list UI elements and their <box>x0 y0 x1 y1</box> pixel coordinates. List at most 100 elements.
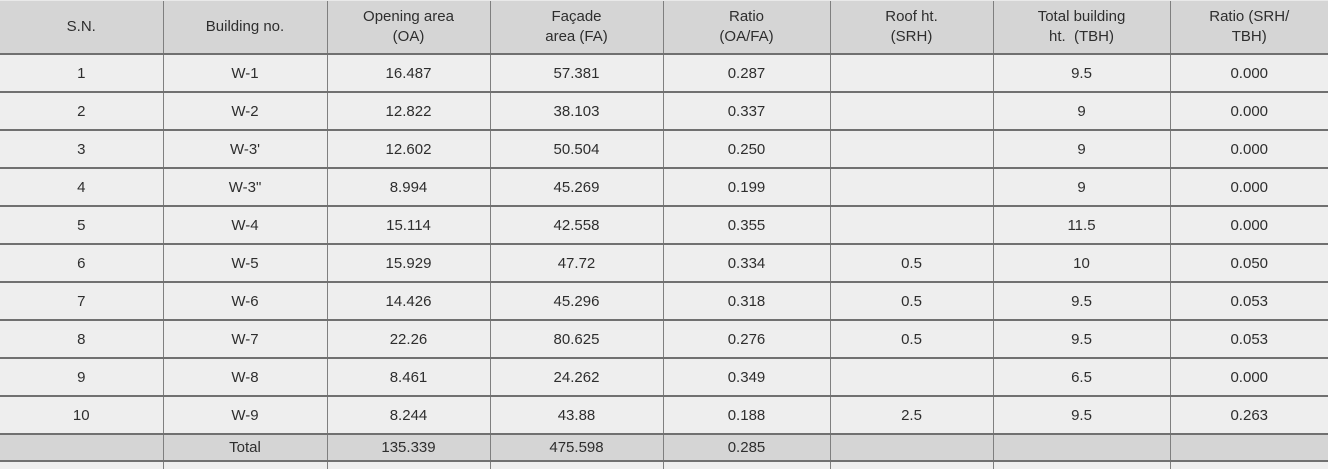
table-cell: 24.262 <box>489 358 663 397</box>
table-cell <box>829 92 993 131</box>
table-cell <box>0 461 163 469</box>
column-header-total-building-ht: Total building ht. (TBH) <box>992 1 1170 55</box>
table-cell: 0.053 <box>1169 320 1328 359</box>
table-cell: 475.598 <box>489 434 663 462</box>
table-cell: 9.5 <box>992 54 1170 93</box>
table-cell: 9 <box>992 92 1170 131</box>
table-cell <box>162 461 327 469</box>
table-row: 10 W-9 8.244 43.88 0.188 2.5 9.5 0.263 <box>0 396 1328 435</box>
table-cell <box>829 434 993 462</box>
table-cell: 50.504 <box>489 130 663 169</box>
table-cell: 16.487 <box>326 54 490 93</box>
table-cell <box>829 54 993 93</box>
table-cell: 135.339 <box>326 434 490 462</box>
table-cell: W-6 <box>162 282 327 321</box>
table-cell <box>489 461 663 469</box>
table-cell: W-8 <box>162 358 327 397</box>
table-cell: 15.114 <box>326 206 490 245</box>
table-row: 5 W-4 15.114 42.558 0.355 11.5 0.000 <box>0 206 1328 245</box>
table-cell: 0.5 <box>829 244 993 283</box>
header-row: S.N. Building no. Opening area (OA) Faça… <box>0 1 1328 55</box>
table-cell: W-5 <box>162 244 327 283</box>
table-cell: 0.334 <box>662 244 830 283</box>
column-header-building-no: Building no. <box>162 1 327 55</box>
table-row: 2 W-2 12.822 38.103 0.337 9 0.000 <box>0 92 1328 131</box>
table-cell: W-1 <box>162 54 327 93</box>
table-cell: 0.050 <box>1169 244 1328 283</box>
table-cell: 2 <box>0 92 163 131</box>
table-row: 7 W-6 14.426 45.296 0.318 0.5 9.5 0.053 <box>0 282 1328 321</box>
table-cell: 5 <box>0 206 163 245</box>
table-cell: 6.5 <box>992 358 1170 397</box>
table-cell: 14.426 <box>326 282 490 321</box>
table-cell: 9 <box>992 168 1170 207</box>
cut-off-row <box>0 461 1328 469</box>
table-cell: 57.381 <box>489 54 663 93</box>
table-cell: 12.822 <box>326 92 490 131</box>
table-cell: 0.188 <box>662 396 830 435</box>
table-cell: 0.263 <box>1169 396 1328 435</box>
column-header-roof-ht: Roof ht. (SRH) <box>829 1 993 55</box>
table-cell: 3 <box>0 130 163 169</box>
table-cell <box>992 461 1170 469</box>
table-body: 1 W-1 16.487 57.381 0.287 9.5 0.000 2 W-2 12.822 3… <box>0 54 1328 469</box>
table-cell: 45.296 <box>489 282 663 321</box>
table-cell: 7 <box>0 282 163 321</box>
table-cell: Total <box>162 434 327 462</box>
table-cell: 8.994 <box>326 168 490 207</box>
table-cell: 10 <box>992 244 1170 283</box>
table-cell: W-9 <box>162 396 327 435</box>
table-cell: 11.5 <box>992 206 1170 245</box>
table-cell: 0.285 <box>662 434 830 462</box>
table-cell: 0.349 <box>662 358 830 397</box>
table-cell: W-3" <box>162 168 327 207</box>
table-cell: 43.88 <box>489 396 663 435</box>
table-cell <box>829 358 993 397</box>
table-row: 8 W-7 22.26 80.625 0.276 0.5 9.5 0.053 <box>0 320 1328 359</box>
table-cell: 2.5 <box>829 396 993 435</box>
table-cell: 15.929 <box>326 244 490 283</box>
table-cell: 9.5 <box>992 396 1170 435</box>
table-cell: 9.5 <box>992 282 1170 321</box>
table-cell: 0.5 <box>829 282 993 321</box>
table-cell: 45.269 <box>489 168 663 207</box>
table-cell <box>1169 461 1328 469</box>
table-row: 3 W-3' 12.602 50.504 0.250 9 0.000 <box>0 130 1328 169</box>
table-cell: 0.250 <box>662 130 830 169</box>
table-row: 9 W-8 8.461 24.262 0.349 6.5 0.000 <box>0 358 1328 397</box>
table-cell: 0.000 <box>1169 358 1328 397</box>
table-cell: 0.053 <box>1169 282 1328 321</box>
table-cell: 0.318 <box>662 282 830 321</box>
table-cell <box>829 206 993 245</box>
table-cell: 1 <box>0 54 163 93</box>
table-cell <box>829 461 993 469</box>
table-cell: 80.625 <box>489 320 663 359</box>
table-cell: 6 <box>0 244 163 283</box>
table-cell: 0.000 <box>1169 92 1328 131</box>
table-cell: 4 <box>0 168 163 207</box>
table-cell: 8.461 <box>326 358 490 397</box>
table-cell: 10 <box>0 396 163 435</box>
table-cell <box>992 434 1170 462</box>
table-row: 1 W-1 16.487 57.381 0.287 9.5 0.000 <box>0 54 1328 93</box>
table-cell: 0.000 <box>1169 206 1328 245</box>
column-header-opening-area: Opening area (OA) <box>326 1 490 55</box>
table-cell <box>0 434 163 462</box>
table-cell <box>829 168 993 207</box>
table-cell: 42.558 <box>489 206 663 245</box>
table-cell <box>829 130 993 169</box>
column-header-sn: S.N. <box>0 1 163 55</box>
table-cell <box>662 461 830 469</box>
table-cell: 0.000 <box>1169 54 1328 93</box>
table-cell: 8.244 <box>326 396 490 435</box>
table-cell: 22.26 <box>326 320 490 359</box>
table-cell: W-3' <box>162 130 327 169</box>
table-cell: 9 <box>992 130 1170 169</box>
table-cell <box>326 461 490 469</box>
table-row: 6 W-5 15.929 47.72 0.334 0.5 10 0.050 <box>0 244 1328 283</box>
table-cell: 0.000 <box>1169 130 1328 169</box>
table-row: 4 W-3" 8.994 45.269 0.199 9 0.000 <box>0 168 1328 207</box>
table-cell: 0.000 <box>1169 168 1328 207</box>
